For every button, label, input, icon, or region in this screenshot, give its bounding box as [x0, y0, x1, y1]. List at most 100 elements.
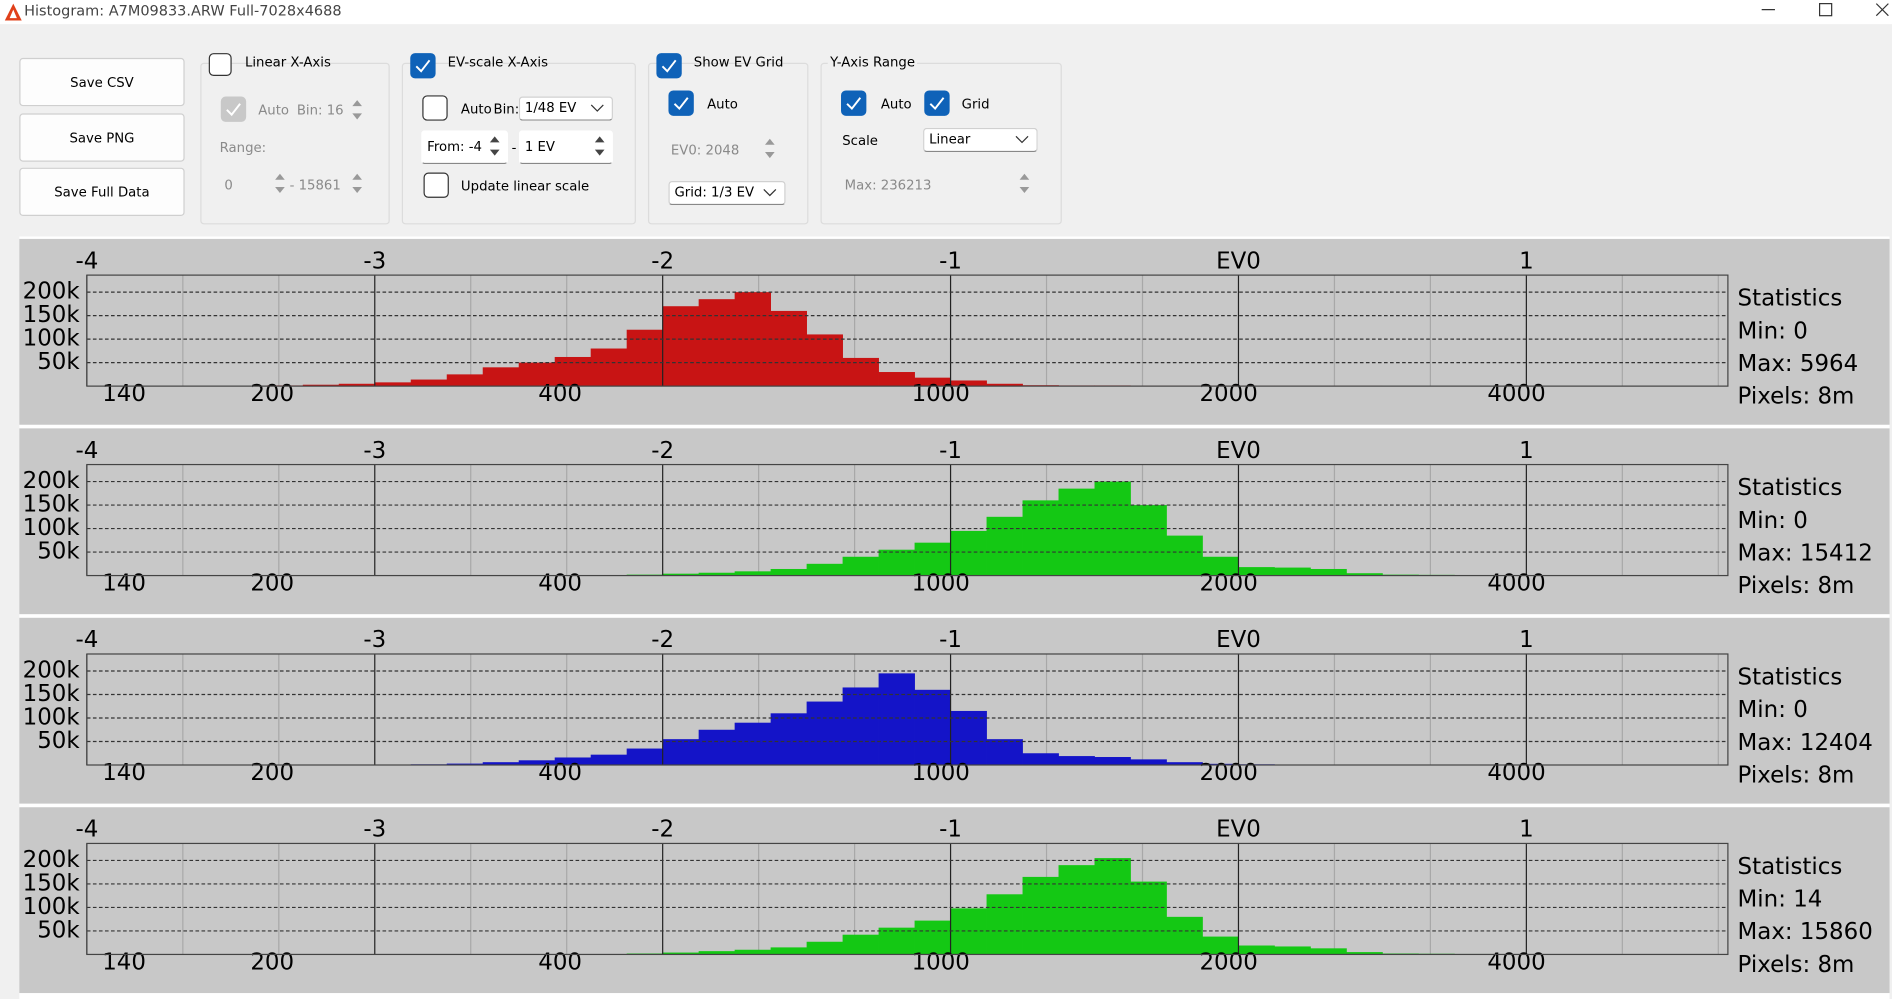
- from-spinbox[interactable]: From: -4: [421, 130, 508, 165]
- checkbox[interactable]: [668, 90, 694, 116]
- spin-arrows[interactable]: [350, 168, 364, 199]
- statistics-line: Min: 14: [1738, 887, 1823, 913]
- y-tick-label: 150k: [23, 681, 81, 707]
- spinbox[interactable]: Bin: 16: [296, 102, 344, 119]
- save-png-button[interactable]: Save PNG: [19, 113, 185, 162]
- save-csv-button[interactable]: Save CSV: [19, 57, 185, 107]
- title-bar: Histogram: A7M09833.ARW Full-7028x4688: [0, 0, 1892, 25]
- x-tick-label: 1: [1519, 627, 1534, 653]
- plot-border: [86, 274, 1729, 387]
- x-tick-label: -3: [363, 817, 386, 843]
- histogram-bar: [806, 334, 843, 387]
- x-tick-label: EV0: [1216, 627, 1261, 653]
- histogram-bar: [806, 563, 843, 576]
- histogram-bar: [698, 729, 736, 766]
- histogram-bar: [698, 572, 736, 576]
- statistics-line: Max: 5964: [1738, 351, 1859, 377]
- group-label: Y-Axis Range: [827, 55, 918, 69]
- to-spinbox[interactable]: 1 EV: [518, 130, 613, 165]
- histogram-bar: [878, 372, 915, 387]
- grid-combo[interactable]: Grid: 1/3 EV: [668, 180, 786, 206]
- checkbox[interactable]: [924, 90, 950, 116]
- x2-tick-label: 2000: [1199, 381, 1257, 407]
- y-tick-label: 50k: [37, 917, 80, 943]
- checkbox-label: Auto: [880, 96, 912, 113]
- plot-border: [86, 463, 1729, 577]
- histogram-bar: [482, 367, 520, 387]
- spinbox[interactable]: - 15861: [289, 177, 341, 194]
- checkbox-label: Update linear scale: [460, 178, 590, 195]
- plot-border: [86, 653, 1729, 766]
- spin-arrows[interactable]: [350, 94, 364, 125]
- histogram-bar: [1022, 753, 1059, 766]
- x-tick-label: -3: [363, 627, 386, 653]
- y-tick-label: 100k: [23, 705, 81, 731]
- histogram-bar: [1022, 876, 1059, 955]
- x2-tick-label: 4000: [1487, 571, 1545, 597]
- histogram-bar: [950, 380, 987, 387]
- histogram-bar: [1094, 757, 1131, 766]
- checkbox[interactable]: [220, 96, 247, 122]
- scale-label: Scale: [842, 132, 878, 149]
- histogram-bar: [1094, 858, 1131, 955]
- x2-tick-label: 2000: [1199, 571, 1257, 597]
- x-tick-label: 1: [1519, 438, 1534, 464]
- spin-arrows[interactable]: [273, 168, 287, 199]
- checkbox-label: Grid: [961, 96, 990, 113]
- histogram-bar: [1310, 568, 1347, 576]
- histogram-bar: [1202, 936, 1239, 955]
- histogram-bar: [482, 762, 520, 766]
- histogram-bar: [878, 673, 915, 766]
- spin-arrows[interactable]: [1017, 168, 1031, 199]
- x-tick-label: -2: [651, 438, 674, 464]
- save-full-data-button[interactable]: Save Full Data: [19, 167, 185, 216]
- y-tick-label: 50k: [37, 728, 80, 754]
- spinbox-value: From: -4: [427, 138, 482, 155]
- histogram-bar: [590, 348, 628, 387]
- combo-value: 1/48 EV: [524, 100, 577, 116]
- statistics-line: Pixels: 8m: [1738, 762, 1855, 788]
- histogram-bar: [1202, 556, 1239, 576]
- spinbox[interactable]: 0: [224, 177, 233, 194]
- histogram-bar: [1310, 948, 1347, 955]
- scale-combo[interactable]: Linear: [923, 127, 1038, 153]
- spin-arrows[interactable]: [763, 133, 777, 164]
- y-tick-label: 150k: [23, 492, 81, 518]
- histogram-bar: [914, 920, 951, 955]
- statistics-line: Pixels: 8m: [1738, 573, 1855, 599]
- x-tick-label: -4: [75, 248, 98, 274]
- histogram-bar: [842, 687, 879, 766]
- x2-tick-label: 4000: [1487, 949, 1545, 975]
- checkbox[interactable]: [656, 53, 682, 79]
- spin-arrows[interactable]: [487, 130, 501, 161]
- ev0-value: 2048: [705, 142, 740, 159]
- statistics-line: Pixels: 8m: [1738, 952, 1855, 978]
- group-label: Linear X-Axis: [244, 54, 331, 70]
- spin-arrows[interactable]: [592, 130, 606, 161]
- bin-combo[interactable]: 1/48 EV: [518, 96, 613, 121]
- chart-panel: [19, 807, 1890, 994]
- histogram-bar: [590, 754, 628, 766]
- x2-tick-label: 400: [538, 571, 582, 597]
- checkbox[interactable]: [423, 172, 449, 198]
- checkbox-label: Auto: [258, 102, 290, 119]
- y-tick-label: 150k: [23, 870, 81, 896]
- checkbox[interactable]: [841, 90, 867, 116]
- checkbox[interactable]: [422, 95, 448, 121]
- checkbox[interactable]: [208, 53, 232, 77]
- y-tick-label: 150k: [23, 302, 81, 328]
- checkbox[interactable]: [410, 53, 436, 79]
- histogram-bar: [1058, 865, 1095, 955]
- ev0-spinbox[interactable]: EV0: 2048: [671, 144, 739, 157]
- window-controls[interactable]: [1756, 0, 1892, 22]
- histogram-bar: [770, 713, 807, 766]
- max-spinbox[interactable]: Max: 236213: [845, 179, 932, 192]
- histogram-bar: [914, 542, 951, 576]
- histogram-bar: [914, 689, 951, 766]
- statistics-title: Statistics: [1738, 286, 1843, 312]
- combo-value: Grid: 1/3 EV: [674, 184, 755, 201]
- histogram-bar: [302, 384, 340, 387]
- y-tick-label: 200k: [23, 658, 81, 684]
